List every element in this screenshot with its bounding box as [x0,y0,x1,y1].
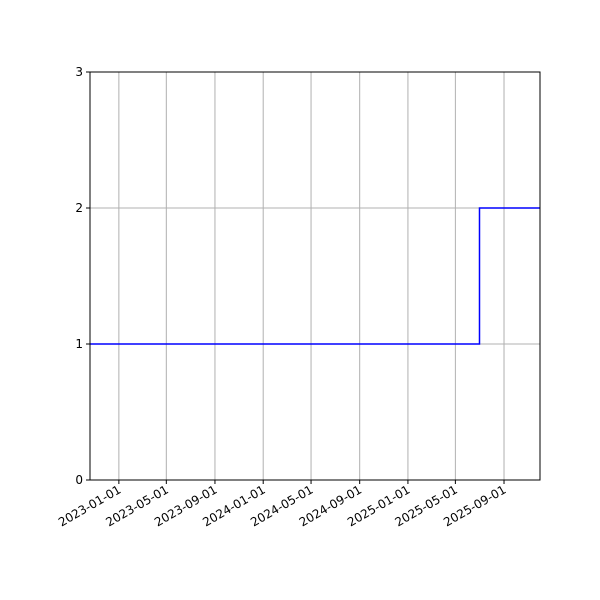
y-tick-label: 3 [75,65,83,79]
y-tick-label: 1 [75,337,83,351]
series-line-0 [90,207,540,345]
x-axis: 2023-01-012023-05-012023-09-012024-01-01… [56,480,509,529]
y-tick-label: 2 [75,201,83,215]
y-tick-label: 0 [75,473,83,487]
series-group [90,207,540,345]
y-axis: 0 1 2 3 [75,65,90,487]
plot-area [90,72,540,480]
plot-frame [89,71,541,481]
